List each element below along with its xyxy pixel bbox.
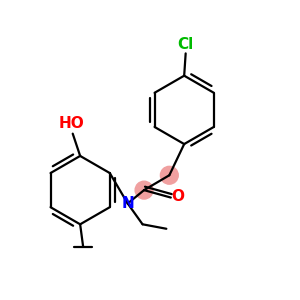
Text: Cl: Cl bbox=[178, 37, 194, 52]
Circle shape bbox=[135, 181, 153, 199]
Text: HO: HO bbox=[58, 116, 84, 131]
Text: N: N bbox=[121, 196, 134, 211]
Text: O: O bbox=[172, 190, 185, 205]
Circle shape bbox=[160, 166, 178, 184]
